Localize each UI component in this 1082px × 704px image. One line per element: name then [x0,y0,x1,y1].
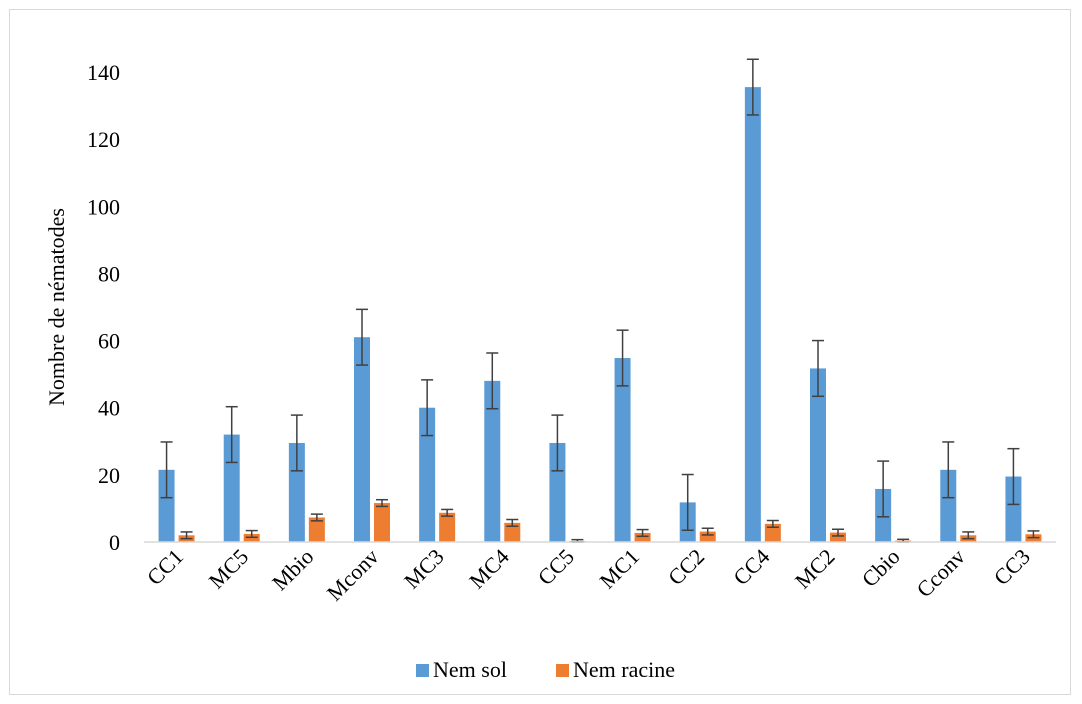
error-bar [877,460,890,518]
legend-swatch [556,664,569,677]
x-tick-label: Mconv [322,544,384,606]
bar-nem-sol [288,442,305,542]
error-bar [812,339,824,398]
error-bar [701,527,714,536]
bar-nem-sol [1005,476,1022,542]
y-tick-label: 40 [98,396,120,421]
bar-nem-sol [940,469,957,542]
x-axis: CC1 MC5 Mbio Mconv MC3 MC4 CC5 MC1 CC2 CC4 MC2 Cbio… [142,544,1035,606]
legend: Nem sol Nem racine [416,657,675,682]
error-bar [942,441,955,499]
legend-swatch [416,664,429,677]
x-tick-label: MC2 [790,544,840,594]
legend-label: Nem sol [433,657,507,682]
y-tick-label: 140 [87,60,120,85]
y-tick-label: 60 [98,329,120,354]
x-tick-label: CC3 [989,544,1035,590]
bar-nem-sol [354,337,370,542]
x-tick-label: MC4 [464,544,514,594]
y-axis: 0 20 40 60 80 100 120 140 [87,60,120,555]
error-bar [180,531,193,540]
bar-nem-racine [830,532,846,542]
error-bar [441,508,454,517]
error-bar [551,414,564,472]
error-bar [766,519,779,528]
bar-nem-sol [223,434,240,542]
bars [158,87,1042,542]
x-tick-label: CC4 [728,544,774,590]
error-bar [616,329,629,387]
error-bar [356,308,368,366]
bar-nem-racine [699,531,716,542]
bar-nem-racine [504,522,521,542]
error-bar [225,405,238,464]
error-bar [506,518,519,527]
legend-label: Nem racine [573,657,675,682]
error-bar [245,529,258,539]
bar-nem-sol [484,380,501,542]
bar-nem-racine [374,503,390,542]
error-bar [962,531,975,540]
error-bar [746,58,759,116]
error-bar [290,414,303,472]
bar-nem-sol [158,469,175,542]
x-tick-label: MC1 [594,544,644,594]
y-tick-label: 120 [87,127,120,152]
x-tick-label: CC5 [533,544,579,590]
error-bar [636,528,649,538]
bar-nem-sol [549,442,566,542]
error-bar [310,513,323,522]
bar-nem-sol [810,368,826,542]
error-bar [421,379,434,437]
error-bar [376,498,388,508]
error-bar [832,528,844,537]
bar-nem-racine [764,523,781,542]
error-bar [486,352,499,410]
y-tick-label: 100 [87,194,120,219]
x-tick-label: Cconv [912,544,970,602]
chart-frame [9,9,1071,695]
bar-nem-racine [439,512,456,542]
x-tick-label: CC2 [663,544,709,590]
x-tick-label: Mbio [267,544,318,595]
bar-nem-sol [419,407,436,542]
x-tick-label: MC3 [399,544,449,594]
bar-nem-sol [744,87,761,542]
y-tick-label: 80 [98,261,120,286]
error-bar [160,441,173,499]
bar-nem-racine [308,517,325,542]
error-bar [1027,530,1040,539]
x-tick-label: Cbio [857,544,905,592]
x-tick-label: CC1 [142,544,188,590]
y-axis-label: Nombre de nématodes [44,208,69,406]
error-bar [1007,447,1020,506]
x-tick-label: MC5 [204,544,254,594]
error-bar [681,473,694,531]
y-tick-label: 0 [109,530,120,555]
bar-nem-racine [634,532,651,542]
bar-nem-sol [614,358,631,542]
y-tick-label: 20 [98,463,120,488]
